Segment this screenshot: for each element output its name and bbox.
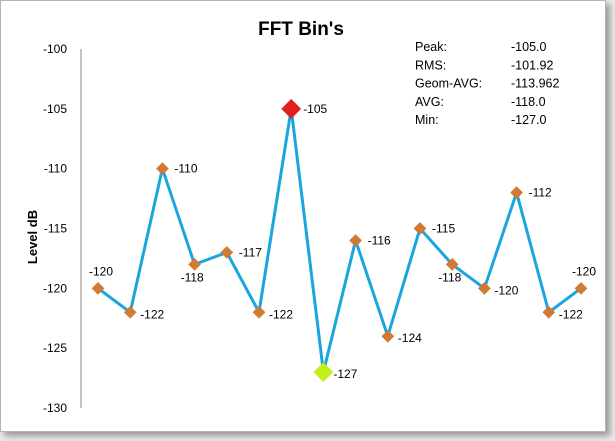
y-tick-label: -100 (43, 42, 67, 56)
y-tick-label: -120 (43, 281, 67, 295)
data-label: -122 (269, 307, 293, 321)
data-point (381, 329, 395, 343)
data-point (156, 162, 169, 176)
data-point (123, 305, 137, 319)
stat-value: -127.0 (511, 113, 546, 127)
data-point (445, 258, 459, 271)
y-tick-label: -105 (43, 102, 67, 116)
stat-label: Peak: (415, 40, 447, 54)
data-label: -118 (181, 270, 204, 284)
stats-box: Peak: -105.0 RMS: -101.92 Geom-AVG: -113.962 A… (415, 40, 559, 127)
y-tick-label: -130 (43, 401, 67, 415)
y-tick-label: -110 (44, 162, 67, 176)
y-tick-labels: -100 -105 -110 -115 -120 -125 -130 (43, 42, 67, 415)
data-label: -124 (398, 331, 422, 345)
data-point (188, 258, 201, 271)
series-line (97, 107, 582, 374)
data-label: -118 (438, 270, 461, 284)
data-label: -120 (494, 283, 518, 297)
stat-label: Min: (415, 113, 439, 127)
data-point (349, 234, 362, 247)
data-label: -122 (559, 307, 583, 321)
data-point-max (281, 98, 302, 119)
data-label: -105 (303, 102, 327, 116)
data-point (478, 281, 491, 295)
fft-chart: FFT Bin's Level dB -100-105-110-115-120-… (25, 19, 596, 415)
stat-value: -105.0 (511, 40, 546, 54)
stat-label: Geom-AVG: (415, 77, 482, 91)
y-axis-label: Level dB (25, 210, 40, 264)
data-point (220, 246, 234, 259)
chart-title: FFT Bin's (258, 19, 344, 40)
stat-value: -101.92 (511, 58, 553, 72)
data-label: -115 (432, 222, 455, 236)
data-label: -127 (333, 367, 357, 381)
series (91, 98, 588, 382)
data-label: -112 (529, 186, 552, 200)
stat-label: RMS: (415, 58, 446, 72)
point-labels: -120 -122 -110 -118 -117 -122 -105 -127 -116 -124… (89, 102, 596, 381)
y-tick-label: -125 (43, 341, 67, 355)
data-point (510, 186, 523, 199)
data-point (252, 305, 266, 319)
data-point (413, 222, 427, 235)
y-tick-label: -115 (44, 222, 67, 236)
data-label: -110 (174, 162, 197, 176)
data-point (91, 281, 105, 295)
chart-frame: FFT Bin's Level dB -100 -105 -110 -115 -120-… (0, 0, 606, 432)
stat-label: AVG: (415, 95, 444, 109)
data-point-min (313, 362, 334, 382)
data-label: -116 (368, 233, 391, 247)
stat-value: -113.962 (511, 77, 559, 91)
data-label: -117 (239, 245, 262, 259)
data-label: -120 (89, 264, 113, 278)
data-label: -122 (140, 307, 164, 321)
stat-value: -118.0 (511, 95, 546, 109)
data-label: -120 (572, 264, 596, 278)
